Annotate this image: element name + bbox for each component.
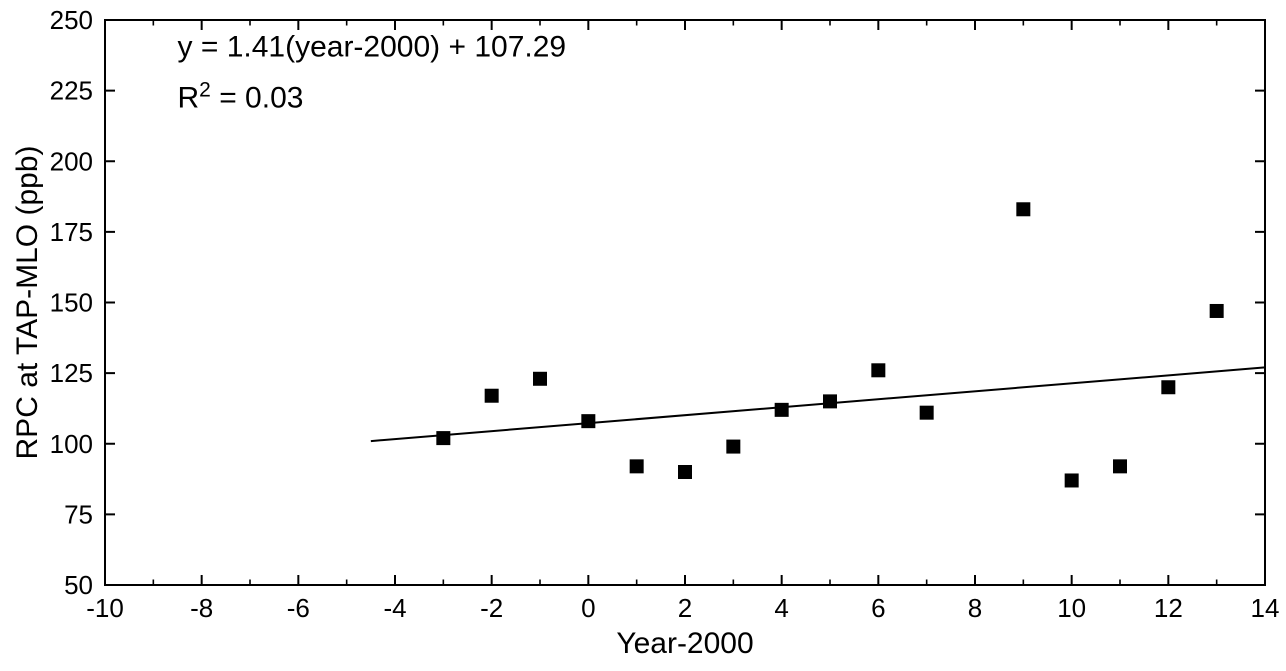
- data-point: [823, 394, 837, 408]
- r2-suffix: = 0.03: [211, 82, 304, 115]
- x-tick-label: -2: [480, 593, 503, 623]
- data-point: [581, 414, 595, 428]
- x-tick-label: 12: [1154, 593, 1183, 623]
- equation-annotation: y = 1.41(year-2000) + 107.29: [178, 31, 567, 64]
- r2-prefix: R: [178, 82, 200, 115]
- x-tick-label: 4: [774, 593, 788, 623]
- data-point: [533, 372, 547, 386]
- y-tick-label: 175: [50, 217, 93, 247]
- y-tick-label: 150: [50, 288, 93, 318]
- y-tick-label: 225: [50, 76, 93, 106]
- x-tick-label: 6: [871, 593, 885, 623]
- data-point: [726, 440, 740, 454]
- data-point: [1210, 304, 1224, 318]
- data-point: [485, 389, 499, 403]
- data-point: [630, 459, 644, 473]
- x-tick-label: 2: [678, 593, 692, 623]
- scatter-chart: -10-8-6-4-202468101214507510012515017520…: [0, 0, 1286, 671]
- x-tick-label: -8: [190, 593, 213, 623]
- x-tick-label: 8: [968, 593, 982, 623]
- data-point: [1016, 202, 1030, 216]
- data-point: [678, 465, 692, 479]
- r2-annotation: R2 = 0.03: [178, 78, 304, 115]
- data-point: [1161, 380, 1175, 394]
- x-tick-label: -6: [287, 593, 310, 623]
- data-point: [1065, 473, 1079, 487]
- x-tick-label: 0: [581, 593, 595, 623]
- y-tick-label: 100: [50, 429, 93, 459]
- chart-container: -10-8-6-4-202468101214507510012515017520…: [0, 0, 1286, 671]
- data-point: [775, 403, 789, 417]
- x-tick-label: -4: [383, 593, 406, 623]
- x-tick-label: 14: [1251, 593, 1280, 623]
- y-tick-label: 75: [64, 499, 93, 529]
- data-point: [871, 363, 885, 377]
- r2-sup: 2: [199, 78, 211, 101]
- y-tick-label: 250: [50, 5, 93, 35]
- y-axis-title: RPC at TAP-MLO (ppb): [11, 146, 44, 460]
- data-point: [1113, 459, 1127, 473]
- y-tick-label: 200: [50, 146, 93, 176]
- data-point: [436, 431, 450, 445]
- y-tick-label: 125: [50, 358, 93, 388]
- x-tick-label: 10: [1057, 593, 1086, 623]
- data-point: [920, 406, 934, 420]
- x-axis-title: Year-2000: [616, 627, 753, 660]
- y-tick-label: 50: [64, 570, 93, 600]
